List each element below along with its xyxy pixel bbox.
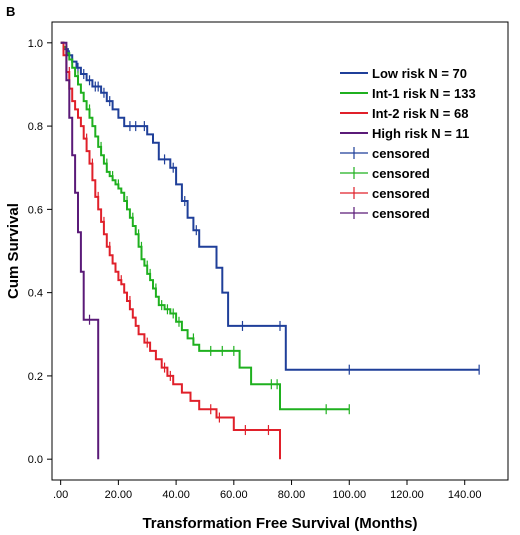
series-line-4 xyxy=(60,41,100,460)
series-group xyxy=(60,41,480,460)
y-tick-label: 0.4 xyxy=(28,288,43,300)
y-axis: 0.0 0.2 0.4 0.6 0.8 1.0 xyxy=(28,38,52,466)
y-tick-label: 0.6 xyxy=(28,204,43,216)
x-tick-label: 100.00 xyxy=(332,489,366,501)
series-line-2 xyxy=(60,41,350,411)
x-tick-label: 140.00 xyxy=(448,489,482,501)
legend-label: censored xyxy=(372,186,430,201)
series-line-1 xyxy=(60,41,480,371)
panel-label: B xyxy=(6,4,15,19)
x-tick-label: 120.00 xyxy=(390,489,424,501)
legend-label: censored xyxy=(372,206,430,221)
x-tick-label: 60.00 xyxy=(220,489,248,501)
x-tick-label: .00 xyxy=(53,489,68,501)
x-axis: .00 20.00 40.00 60.00 80.00 100.00 120.00 140.0… xyxy=(53,480,482,501)
x-tick-label: 80.00 xyxy=(278,489,306,501)
y-axis-title: Cum Survival xyxy=(5,203,22,299)
y-tick-label: 1.0 xyxy=(28,38,43,50)
legend-label: censored xyxy=(372,166,430,181)
legend-label: High risk N = 11 xyxy=(372,126,469,141)
legend-label: Low risk N = 70 xyxy=(372,66,467,81)
y-tick-label: 0.0 xyxy=(28,454,43,466)
legend: Low risk N = 70 Int-1 risk N = 133 Int-2 r… xyxy=(340,66,476,221)
y-tick-label: 0.2 xyxy=(28,371,43,383)
x-tick-label: 20.00 xyxy=(105,489,133,501)
legend-label: Int-2 risk N = 68 xyxy=(372,106,468,121)
x-tick-label: 40.00 xyxy=(162,489,190,501)
series-line-3 xyxy=(60,41,281,460)
legend-label: Int-1 risk N = 133 xyxy=(372,86,476,101)
y-tick-label: 0.8 xyxy=(28,121,43,133)
plot-frame xyxy=(51,21,509,481)
x-axis-title: Transformation Free Survival (Months) xyxy=(142,515,417,532)
legend-label: censored xyxy=(372,146,430,161)
